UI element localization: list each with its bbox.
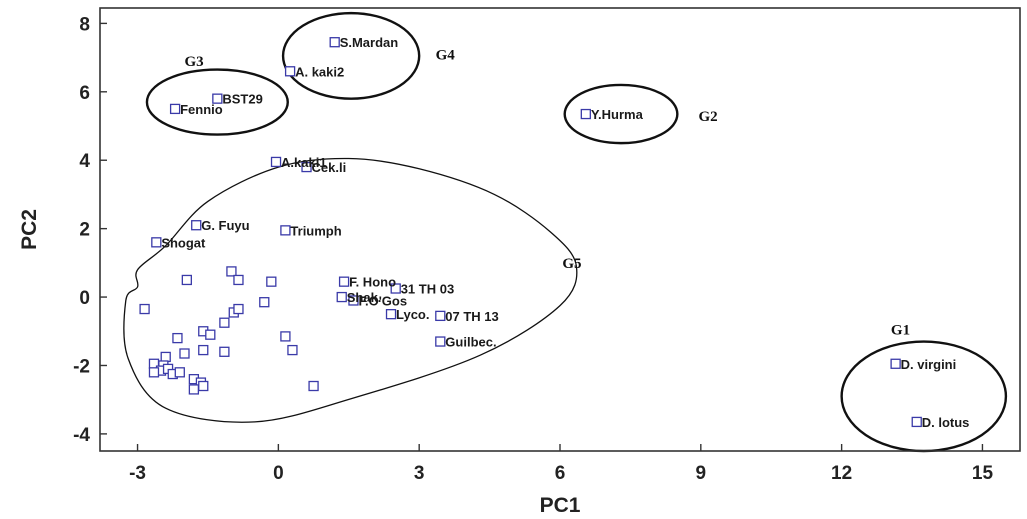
- x-tick-label: 6: [555, 463, 566, 484]
- y-tick-label: 0: [79, 288, 90, 309]
- x-tick-label: 15: [972, 463, 994, 484]
- data-point-marker: [179, 348, 190, 359]
- x-axis-label: PC1: [540, 494, 581, 517]
- data-point-marker: [435, 336, 446, 347]
- x-tick-label: 9: [696, 463, 707, 484]
- data-point-label: Lyco.: [396, 307, 429, 322]
- data-point-label: 07 TH 13: [445, 309, 498, 324]
- data-point-marker: [280, 225, 291, 236]
- data-point-label: F. Hono: [349, 275, 396, 290]
- x-tick-label: 3: [414, 463, 425, 484]
- data-point-marker: [301, 161, 312, 173]
- data-point-marker: [390, 283, 401, 294]
- data-point-label: A. kaki2: [295, 64, 344, 79]
- data-point-marker: [151, 237, 162, 248]
- data-point-label: Shak.: [347, 290, 382, 305]
- y-tick-label: -4: [73, 425, 90, 446]
- data-point-marker: [172, 332, 183, 344]
- data-point-label: F.O'Gos: [358, 293, 407, 308]
- group-ellipse: [563, 83, 679, 145]
- group-label: G1: [891, 323, 910, 339]
- data-point-marker: [385, 309, 397, 320]
- data-point-marker: [284, 66, 296, 77]
- y-tick-label: 4: [79, 151, 90, 172]
- group-label: G3: [184, 54, 203, 70]
- group-label: G5: [562, 256, 581, 272]
- data-point-label: 31 TH 03: [401, 282, 454, 297]
- data-point-marker: [348, 295, 359, 306]
- axes: -3 0 3 6 9 12 15 -4 -2 0 2 4 6 8: [73, 14, 993, 484]
- y-axis-label: PC2: [18, 209, 41, 250]
- y-tick-label: -2: [73, 356, 90, 377]
- data-point-marker: [191, 220, 202, 231]
- data-point-label: Y.Hurma: [591, 107, 644, 122]
- data-point-label: S.Mardan: [340, 35, 399, 50]
- group-g5-outline: [123, 157, 578, 423]
- data-point-marker: [308, 380, 319, 392]
- data-point-label: Fennio: [180, 102, 223, 117]
- data-point-marker: [911, 416, 922, 428]
- group-ellipse: [145, 68, 289, 136]
- data-point-marker: [188, 384, 200, 395]
- data-point-label: BST29: [222, 92, 262, 107]
- data-point-label: A.kaki1: [281, 155, 327, 170]
- data-point-marker: [148, 367, 160, 378]
- group-outlines: G1 G2 G3 G4 G5: [123, 11, 1008, 453]
- data-point-marker: [270, 156, 282, 168]
- group-label: G4: [436, 47, 456, 63]
- data-point-marker: [169, 103, 181, 115]
- group-ellipse: [281, 11, 421, 100]
- data-point-label: Shogat: [161, 235, 206, 250]
- data-point-marker: [233, 303, 244, 315]
- data-point-marker: [160, 351, 171, 363]
- y-tick-label: 2: [79, 220, 90, 241]
- data-point-marker: [890, 358, 901, 369]
- data-point-label: D. virgini: [901, 357, 957, 372]
- data-point-marker: [219, 346, 230, 357]
- data-point-marker: [580, 108, 591, 120]
- data-point-marker: [435, 310, 446, 322]
- data-point-marker: [226, 266, 237, 277]
- data-point-marker: [280, 331, 291, 342]
- data-point-marker: [205, 329, 216, 340]
- data-points: [139, 37, 922, 428]
- x-tick-label: 0: [273, 463, 284, 484]
- data-point-marker: [287, 344, 298, 356]
- data-point-marker: [174, 367, 185, 378]
- data-point-label: D. lotus: [922, 415, 970, 430]
- data-point-label: Cek.li: [312, 160, 347, 175]
- data-point-marker: [198, 344, 209, 356]
- data-point-marker: [181, 274, 192, 286]
- data-point-marker: [338, 276, 350, 287]
- data-point-label: Guilbec.: [445, 335, 496, 350]
- data-point-marker: [212, 93, 223, 104]
- data-point-marker: [266, 276, 277, 287]
- y-tick-label: 6: [79, 83, 90, 104]
- data-point-marker: [198, 380, 209, 392]
- data-point-marker: [139, 303, 150, 315]
- x-tick-label: 12: [831, 463, 852, 484]
- y-tick-label: 8: [79, 14, 90, 35]
- x-tick-label: -3: [129, 463, 146, 484]
- data-point-marker: [219, 317, 230, 328]
- data-point-marker: [329, 37, 340, 48]
- data-point-marker: [233, 274, 244, 286]
- data-point-marker: [336, 291, 347, 303]
- data-point-marker: [259, 297, 270, 308]
- data-point-label: G. Fuyu: [201, 218, 249, 233]
- group-label: G2: [698, 109, 717, 125]
- data-point-label: Triumph: [290, 223, 341, 238]
